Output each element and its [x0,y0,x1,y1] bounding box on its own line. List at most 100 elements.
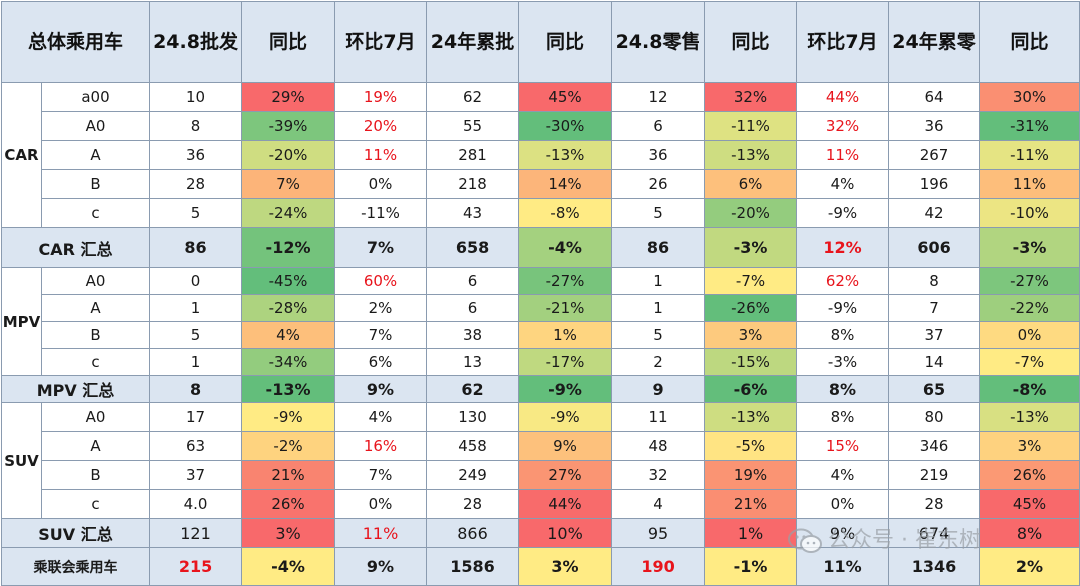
subtotal-cell: 8 [149,375,243,403]
subtotal-cell: 8% [796,375,890,403]
subtotal-cell: 9 [611,375,706,403]
header-retail-mom: 环比7月 [796,1,890,83]
data-cell: 281 [426,140,520,170]
data-cell: 13 [426,348,520,376]
header-category: 总体乘用车 [0,1,151,83]
data-cell: 10 [149,82,243,112]
total-cell: 1346 [888,547,981,586]
data-cell: 63 [149,431,243,461]
subtotal-cell: 1% [704,518,798,548]
data-cell: 130 [426,402,520,432]
data-cell: 1 [149,294,243,322]
subtotal-row: CAR 汇总 86 -12% 7% 658 -4% 86 -3% 12% 606 -3% [0,227,1080,268]
data-cell: 28 [149,169,243,199]
total-cell: -4% [241,547,336,586]
data-cell: 11% [979,169,1080,199]
data-cell: 7 [888,294,981,322]
subtotal-cell: 62 [426,375,520,403]
data-cell: 26% [979,460,1080,490]
data-cell: 37 [888,321,981,349]
data-cell: -11% [979,140,1080,170]
data-cell: 8 [149,111,243,141]
data-cell: 2% [334,294,428,322]
data-cell: 17 [149,402,243,432]
class-label: c [40,489,151,519]
header-wholesale-mom: 环比7月 [334,1,428,83]
subtotal-row: SUV 汇总 121 3% 11% 866 10% 95 1% 9% 674 8% [0,518,1080,548]
class-label: B [40,169,151,199]
data-cell: 55 [426,111,520,141]
subtotal-cell: 86 [611,227,706,268]
class-label: c [40,348,151,376]
data-cell: -11% [704,111,798,141]
data-cell: 36 [888,111,981,141]
data-cell: 42 [888,198,981,228]
data-cell: 36 [611,140,706,170]
table-row: B 5 4% 7% 38 1% 5 3% 8% 37 0% [2,321,1080,349]
data-cell: 3% [704,321,798,349]
subtotal-cell: 65 [888,375,981,403]
group-label: CAR [1,82,42,228]
data-cell: -27% [518,267,613,295]
data-cell: 0% [796,489,890,519]
data-cell: -9% [796,294,890,322]
data-cell: -15% [704,348,798,376]
data-cell: 346 [888,431,981,461]
subtotal-cell: 10% [518,518,613,548]
data-cell: 14 [888,348,981,376]
data-cell: 6% [704,169,798,199]
data-cell: -5% [704,431,798,461]
header-retail-ytd: 24年累零 [888,1,981,83]
data-cell: 11% [334,140,428,170]
data-cell: -17% [518,348,613,376]
header-retail-ytd-yoy: 同比 [979,1,1080,83]
data-cell: 6 [426,267,520,295]
data-cell: 30% [979,82,1080,112]
data-cell: 29% [241,82,336,112]
data-cell: -11% [334,198,428,228]
total-cell: 11% [796,547,890,586]
data-cell: 4% [334,402,428,432]
data-cell: 26 [611,169,706,199]
data-cell: -45% [241,267,336,295]
data-cell: -20% [704,198,798,228]
class-label: c [40,198,151,228]
data-cell: 28 [426,489,520,519]
subtotal-cell: -12% [241,227,336,268]
data-cell: -26% [704,294,798,322]
data-cell: 7% [334,460,428,490]
data-cell: 32 [611,460,706,490]
class-label: B [40,321,151,349]
table-row: A 1 -28% 2% 6 -21% 1 -26% -9% 7 -22% [2,294,1080,322]
data-cell: 19% [334,82,428,112]
data-cell: -27% [979,267,1080,295]
data-cell: 4% [241,321,336,349]
data-cell: -7% [979,348,1080,376]
subtotal-label: MPV 汇总 [0,375,151,403]
data-cell: 38 [426,321,520,349]
group-label: SUV [1,402,42,519]
class-label: A0 [40,267,151,295]
total-cell: 3% [518,547,613,586]
subtotal-cell: 674 [888,518,981,548]
data-cell: 458 [426,431,520,461]
data-cell: 26% [241,489,336,519]
class-label: A [40,140,151,170]
data-cell: -21% [518,294,613,322]
data-cell: 0% [334,169,428,199]
table-row: B 28 7% 0% 218 14% 26 6% 4% 196 11% [2,169,1080,199]
data-cell: 64 [888,82,981,112]
subtotal-cell: 8% [979,518,1080,548]
subtotal-cell: 7% [334,227,428,268]
subtotal-cell: 9% [334,375,428,403]
data-cell: -30% [518,111,613,141]
data-cell: 9% [518,431,613,461]
subtotal-cell: 658 [426,227,520,268]
data-cell: 12 [611,82,706,112]
data-cell: 196 [888,169,981,199]
class-label: a00 [40,82,151,112]
data-cell: 249 [426,460,520,490]
data-cell: -13% [704,140,798,170]
subtotal-cell: 866 [426,518,520,548]
